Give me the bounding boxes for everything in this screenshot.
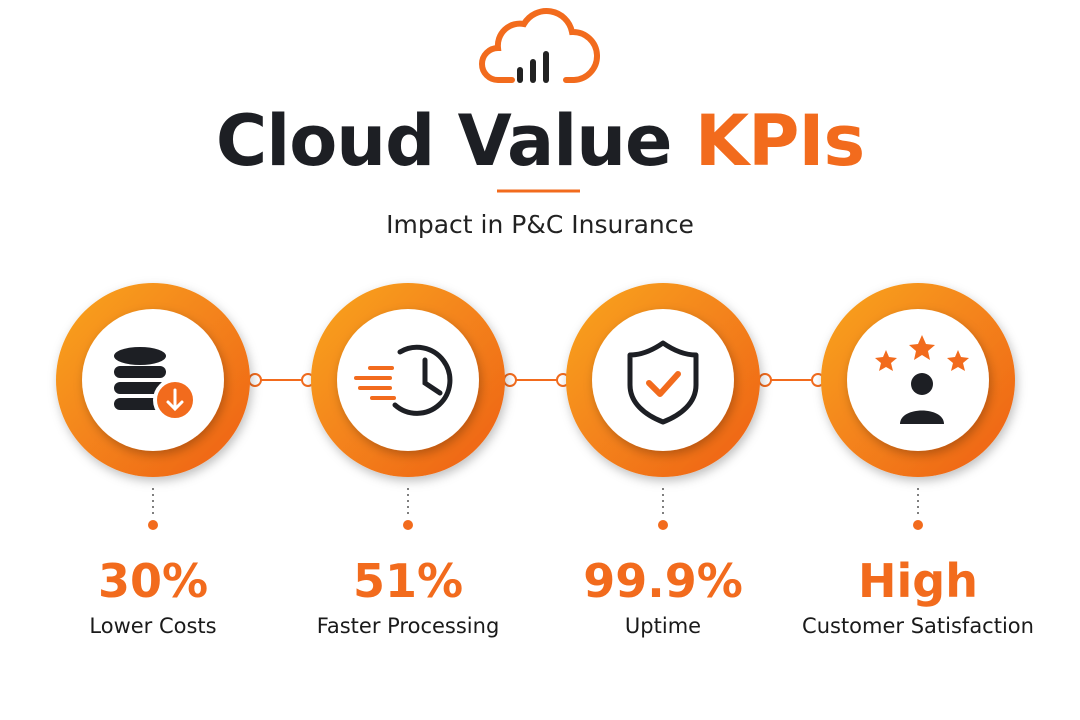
kpi-value: 30% <box>98 554 208 608</box>
shield-icon <box>627 340 699 425</box>
kpi-label: Uptime <box>625 614 701 638</box>
title: Cloud Value KPIs <box>216 100 864 182</box>
kpi-value: 99.9% <box>583 554 743 608</box>
clock-icon <box>354 344 453 416</box>
kpi-dot <box>913 520 923 530</box>
kpi: 30% Lower Costs <box>56 283 250 638</box>
kpi-value: High <box>858 554 978 608</box>
kpi-inner <box>82 309 224 451</box>
cloud-icon <box>479 8 600 83</box>
kpi-dot <box>658 520 668 530</box>
kpi-label: Customer Satisfaction <box>802 614 1034 638</box>
kpi-dot <box>403 520 413 530</box>
kpi-value: 51% <box>353 554 463 608</box>
kpi-dot <box>148 520 158 530</box>
title-main: Cloud Value <box>216 100 672 182</box>
database-icon <box>114 347 197 422</box>
kpi: High Customer Satisfaction <box>802 283 1034 638</box>
kpi-row: 30% Lower Costs 51% Faster Processing 99.9% U… <box>56 283 1034 638</box>
kpi-inner <box>337 309 479 451</box>
kpi-label: Faster Processing <box>317 614 500 638</box>
kpi-label: Lower Costs <box>89 614 216 638</box>
satisfaction-icon <box>875 335 969 424</box>
subtitle: Impact in P&C Insurance <box>386 210 694 239</box>
title-accent: KPIs <box>695 100 864 182</box>
kpi-inner <box>592 309 734 451</box>
kpi: 51% Faster Processing <box>311 283 505 638</box>
kpi: 99.9% Uptime <box>566 283 760 638</box>
